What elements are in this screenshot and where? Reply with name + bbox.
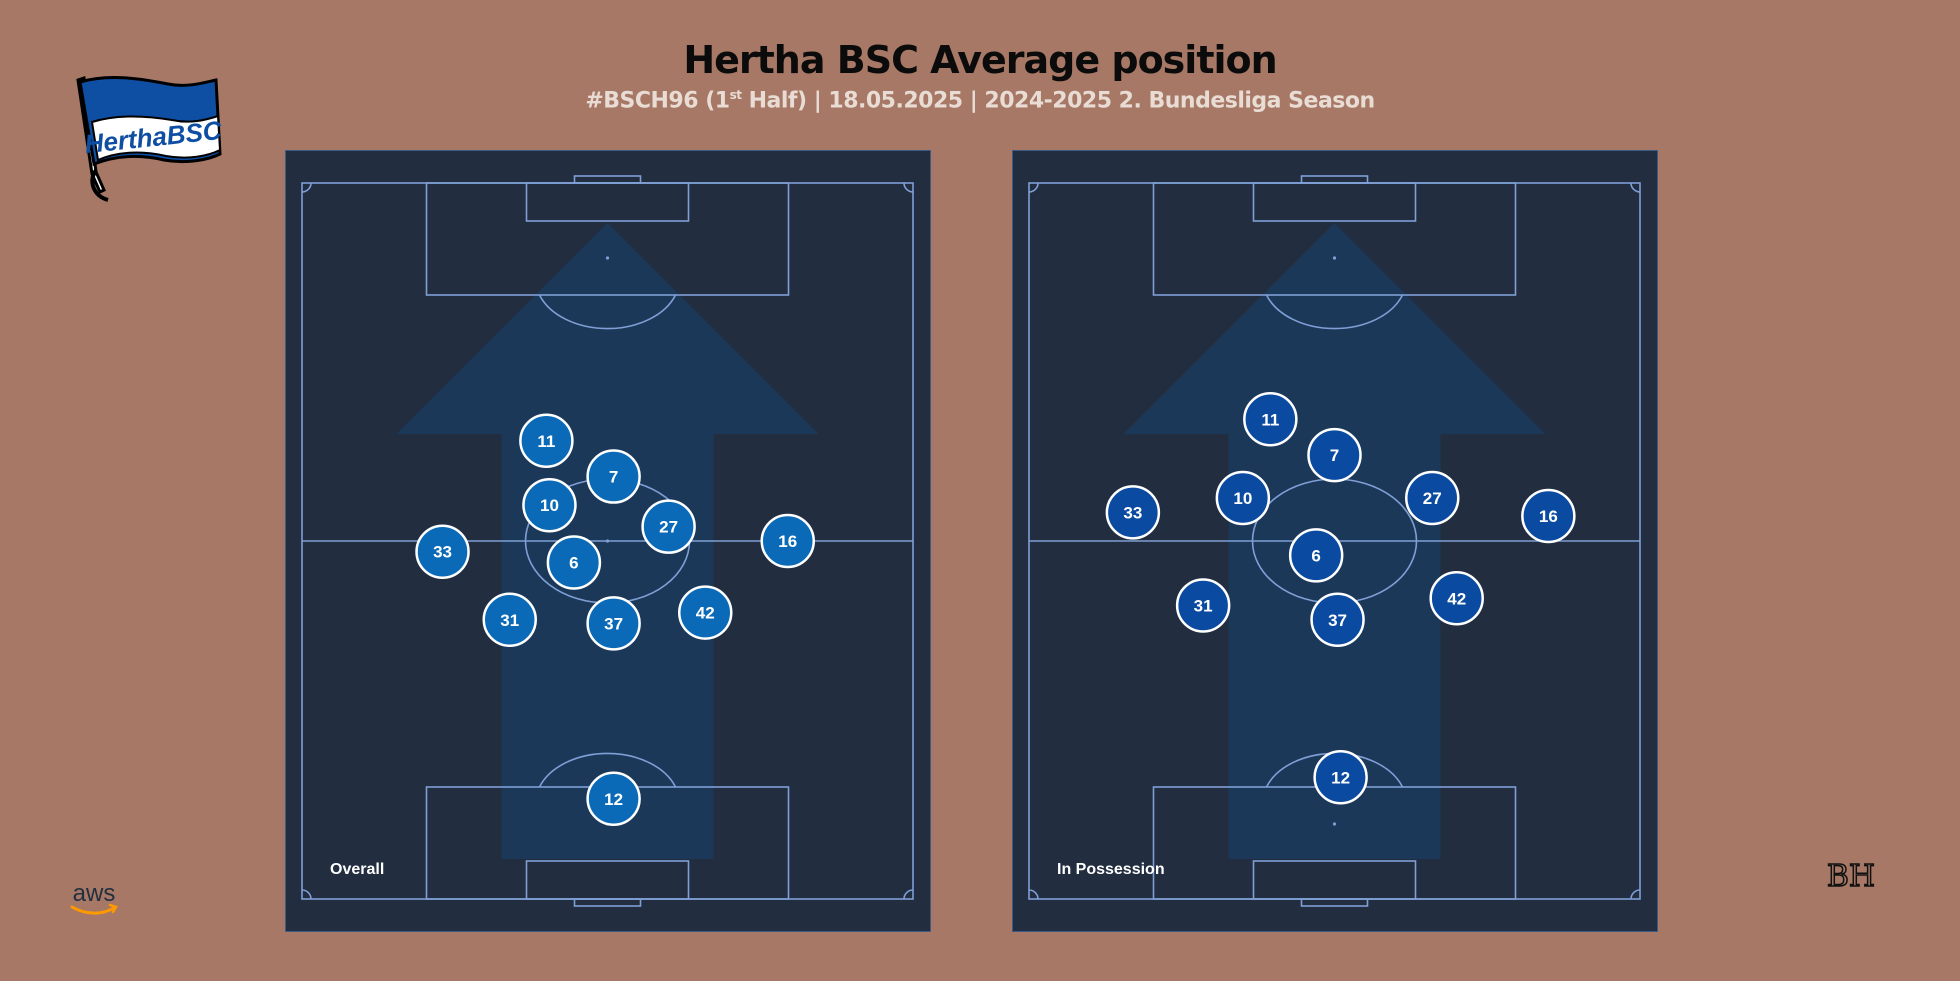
player-number-label: 37: [604, 614, 623, 633]
top-penalty-spot: [1332, 256, 1337, 260]
top-penalty-arc: [538, 294, 677, 330]
bottom-goal: [573, 898, 642, 907]
panel-label: Overall: [330, 861, 384, 878]
player-number-label: 33: [1123, 503, 1142, 522]
player-number-label: 16: [1539, 507, 1558, 526]
player-marker-16: 16: [760, 513, 815, 569]
aws-logo: aws: [68, 880, 128, 924]
player-marker-circle: [1175, 578, 1231, 633]
player-marker-circle: [641, 499, 696, 554]
corner-arc: [1630, 889, 1641, 900]
player-number-label: 10: [540, 496, 559, 515]
player-marker-31: 31: [1175, 578, 1231, 633]
player-number-label: 12: [1331, 768, 1350, 787]
panel-label: In Possession: [1057, 861, 1165, 878]
player-marker-circle: [760, 513, 815, 569]
sponsor-logo-text: aws: [73, 880, 116, 907]
player-marker-circle: [1215, 470, 1271, 526]
player-marker-circle: [586, 596, 641, 651]
player-marker-10: 10: [522, 477, 577, 533]
player-marker-12: 12: [586, 771, 641, 827]
hertha-bsc-logo: HerthaBSC: [68, 74, 228, 218]
player-marker-37: 37: [586, 596, 641, 651]
player-marker-7: 7: [586, 449, 641, 504]
bottom-penalty-arc: [538, 752, 677, 788]
player-marker-circle: [415, 524, 470, 579]
player-marker-31: 31: [482, 592, 537, 648]
player-marker-7: 7: [1307, 427, 1362, 483]
player-marker-circle: [586, 771, 641, 827]
pitch-panel-in-possession: In Possession 11 7 33 10 27 16 6 31 37 42 12: [1012, 150, 1658, 932]
top-goal: [573, 175, 642, 184]
player-number-label: 11: [537, 432, 555, 451]
subtitle-superscript: st: [729, 88, 742, 102]
player-number-label: 6: [1311, 546, 1320, 565]
player-number-label: 33: [433, 543, 452, 562]
player-number-label: 11: [1261, 410, 1279, 429]
pitch-panel-overall: Overall 11 7 10 27 16 33 6 42 31 37 12: [285, 150, 931, 932]
player-number-label: 12: [604, 790, 623, 809]
player-marker-27: 27: [641, 499, 696, 554]
chart-subtitle: #BSCH96 (1st Half) | 18.05.2025 | 2024-2…: [0, 88, 1960, 113]
player-marker-33: 33: [1105, 485, 1161, 540]
player-number-label: 31: [1194, 596, 1213, 615]
player-number-label: 6: [569, 553, 578, 572]
corner-arc: [301, 889, 312, 900]
player-marker-11: 11: [1243, 392, 1298, 447]
player-marker-circle: [546, 535, 602, 590]
subtitle-part-1: #BSCH96 (1: [585, 88, 730, 114]
bh-brand-logo: BH: [1826, 838, 1876, 912]
player-marker-circle: [1307, 427, 1362, 483]
player-number-label: 37: [1328, 611, 1347, 630]
player-marker-10: 10: [1215, 470, 1271, 526]
player-marker-circle: [1105, 485, 1161, 540]
chart-title: Hertha BSC Average position: [683, 38, 1277, 82]
corner-arc: [301, 182, 312, 193]
corner-arc: [1028, 182, 1039, 193]
player-marker-circle: [1313, 750, 1368, 805]
player-number-label: 10: [1233, 489, 1252, 508]
subtitle-part-2: Half) | 18.05.2025 | 2024-2025 2. Bundes…: [741, 88, 1376, 114]
bottom-penalty-spot: [1332, 822, 1337, 826]
player-number-label: 7: [609, 468, 618, 487]
player-marker-27: 27: [1405, 470, 1460, 526]
center-spot: [605, 539, 610, 543]
player-marker-circle: [1243, 392, 1298, 447]
corner-arc: [903, 889, 914, 900]
player-marker-42: 42: [1429, 571, 1484, 626]
corner-arc: [903, 182, 914, 193]
player-number-label: 16: [778, 532, 797, 551]
player-number-label: 42: [1447, 589, 1466, 608]
player-marker-12: 12: [1313, 750, 1368, 805]
player-marker-circle: [1429, 571, 1484, 626]
player-marker-37: 37: [1310, 592, 1365, 648]
player-marker-circle: [678, 585, 733, 640]
player-marker-11: 11: [519, 413, 574, 469]
top-penalty-spot: [605, 256, 610, 260]
player-marker-6: 6: [1288, 528, 1344, 583]
player-marker-33: 33: [415, 524, 470, 579]
player-number-label: 31: [500, 611, 519, 630]
player-marker-circle: [519, 413, 574, 469]
player-marker-circle: [1521, 488, 1576, 544]
player-number-label: 42: [696, 604, 715, 623]
player-number-label: 7: [1330, 446, 1339, 465]
player-marker-6: 6: [546, 535, 602, 590]
player-marker-16: 16: [1521, 488, 1576, 544]
brand-logo-text: BH: [1827, 859, 1875, 894]
player-number-label: 27: [1423, 489, 1442, 508]
player-marker-circle: [482, 592, 537, 648]
player-marker-circle: [586, 449, 641, 504]
player-marker-circle: [522, 477, 577, 533]
top-penalty-arc: [1265, 294, 1404, 330]
player-marker-circle: [1310, 592, 1365, 648]
player-number-label: 27: [659, 518, 678, 537]
player-marker-42: 42: [678, 585, 733, 640]
top-goal: [1300, 175, 1369, 184]
corner-arc: [1630, 182, 1641, 193]
player-marker-circle: [1405, 470, 1460, 526]
player-marker-circle: [1288, 528, 1344, 583]
bottom-goal: [1300, 898, 1369, 907]
corner-arc: [1028, 889, 1039, 900]
